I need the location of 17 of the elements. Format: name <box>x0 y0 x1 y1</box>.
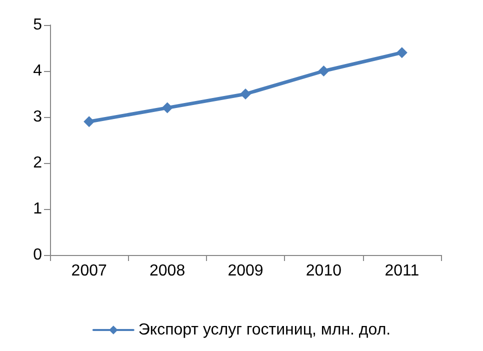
point <box>84 116 95 128</box>
x-tick-label: 2010 <box>306 262 342 280</box>
x-tick-label: 2011 <box>384 262 420 280</box>
x-tick-label: 2008 <box>150 262 186 280</box>
legend-label: Экспорт услуг гостиниц, млн. дол. <box>138 322 391 338</box>
y-tick-label: 3 <box>33 108 42 126</box>
y-tick-label: 5 <box>33 16 42 34</box>
y-tick-label: 0 <box>33 246 42 264</box>
y-tick-label: 2 <box>33 154 42 172</box>
point <box>396 47 408 58</box>
point <box>240 88 251 100</box>
y-tick-label: 1 <box>33 200 42 218</box>
y-tick-label: 4 <box>33 62 42 80</box>
point <box>162 102 173 114</box>
x-tick-label: 2007 <box>71 262 107 280</box>
point <box>318 66 330 76</box>
x-tick-label: 2009 <box>228 262 264 280</box>
